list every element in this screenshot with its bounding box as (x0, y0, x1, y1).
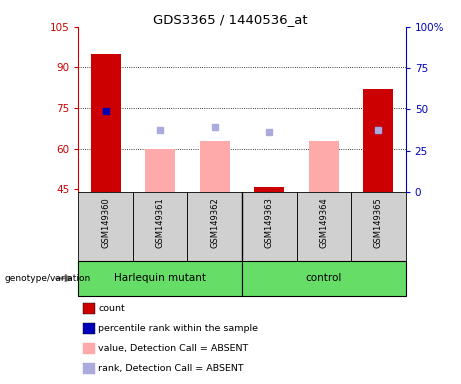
Text: count: count (98, 304, 125, 313)
Text: GSM149362: GSM149362 (210, 197, 219, 248)
Bar (309, 141, 339, 192)
Bar (242, 192, 296, 261)
Bar (200, 141, 230, 192)
Text: value, Detection Call = ABSENT: value, Detection Call = ABSENT (98, 344, 248, 353)
Bar (188, 192, 242, 261)
Text: GSM149364: GSM149364 (319, 197, 328, 248)
Text: GSM149360: GSM149360 (101, 197, 110, 248)
Text: genotype/variation: genotype/variation (5, 274, 91, 283)
Bar (254, 187, 284, 192)
Bar (309, 141, 339, 192)
Bar (133, 192, 188, 261)
Text: GSM149361: GSM149361 (156, 197, 165, 248)
Text: GDS3365 / 1440536_at: GDS3365 / 1440536_at (153, 13, 308, 26)
Bar (78, 192, 133, 261)
Text: GSM149363: GSM149363 (265, 197, 274, 248)
Bar (296, 192, 351, 261)
Bar (145, 149, 175, 192)
Bar (242, 261, 406, 296)
Text: control: control (306, 273, 342, 283)
Bar (363, 89, 393, 192)
Bar (78, 261, 242, 296)
Text: percentile rank within the sample: percentile rank within the sample (98, 324, 258, 333)
Text: GSM149365: GSM149365 (374, 197, 383, 248)
Text: Harlequin mutant: Harlequin mutant (114, 273, 206, 283)
Bar (351, 192, 406, 261)
Text: rank, Detection Call = ABSENT: rank, Detection Call = ABSENT (98, 364, 244, 373)
Bar (91, 54, 121, 192)
